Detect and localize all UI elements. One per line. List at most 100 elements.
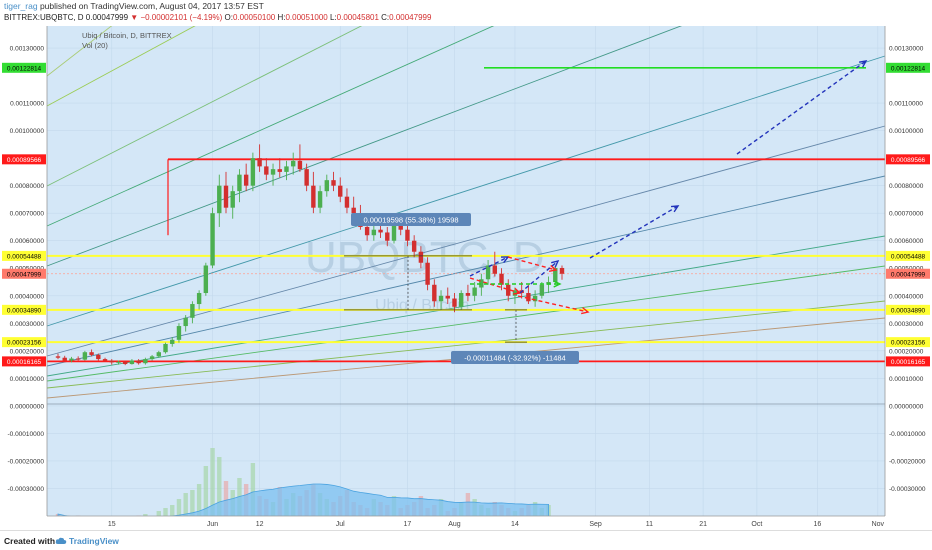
candle-body bbox=[311, 185, 316, 208]
tradingview-cloud-icon bbox=[55, 537, 67, 544]
price-level-badge[interactable] bbox=[2, 337, 46, 348]
candle-body bbox=[210, 213, 215, 266]
time-axis[interactable]: 15 Jun 12 Jul 17 Aug 14 Sep 11 21 Oct 16 Nov bbox=[0, 515, 932, 530]
price-level-badge-label: 0.00047999 bbox=[891, 271, 926, 278]
candle-body bbox=[75, 358, 81, 360]
bull-arrow-head[interactable] bbox=[551, 259, 560, 268]
bull-arrow[interactable] bbox=[469, 256, 509, 277]
price-level-badge[interactable] bbox=[2, 356, 46, 367]
x-tick-label: Jul bbox=[336, 521, 345, 528]
candle-body bbox=[170, 339, 175, 344]
measurement-boxes[interactable]: 0.00019598 (55.38%) 19598 -0.00011484 (-3… bbox=[344, 213, 579, 364]
price-chart[interactable]: UBQBTC, D Ubiq / Bitcoin 0.00019598 (55.… bbox=[0, 26, 932, 530]
candle-body bbox=[438, 295, 444, 302]
candle-body bbox=[230, 191, 235, 208]
bear-arrow[interactable] bbox=[507, 256, 557, 271]
candle-body bbox=[250, 158, 256, 186]
price-level-badge[interactable] bbox=[2, 268, 46, 279]
candle-body bbox=[553, 267, 558, 283]
forecast-drawings[interactable] bbox=[469, 60, 868, 315]
candle-body bbox=[418, 251, 424, 263]
bear-arrow-head[interactable] bbox=[548, 264, 558, 272]
candle-body bbox=[532, 295, 538, 302]
y-tick-label: 0.00010000 bbox=[10, 376, 45, 383]
price-level-badge-label: 0.00047999 bbox=[7, 271, 42, 278]
candle-body bbox=[559, 267, 565, 274]
bull-arrow[interactable] bbox=[736, 60, 867, 155]
candle-body bbox=[405, 229, 410, 241]
price-level-badge[interactable] bbox=[886, 356, 930, 367]
price-level-badge[interactable] bbox=[886, 62, 930, 73]
price-level-badge-label: 0.00054488 bbox=[891, 253, 926, 260]
high-label: H: bbox=[277, 13, 286, 22]
candle-body bbox=[129, 360, 135, 365]
bull-arrow-head[interactable] bbox=[858, 60, 868, 68]
candle-body bbox=[223, 185, 229, 208]
bull-arrow-head[interactable] bbox=[670, 205, 680, 213]
neutral-arrow-head[interactable] bbox=[553, 280, 562, 288]
author-link[interactable]: tiger_rag bbox=[4, 1, 38, 11]
y-tick-label: 0.00010000 bbox=[889, 376, 924, 383]
candle-body bbox=[284, 166, 289, 172]
volume-bar bbox=[203, 466, 209, 526]
candle-body bbox=[485, 265, 491, 280]
price-level-badge[interactable] bbox=[886, 154, 930, 165]
price-level-badge[interactable] bbox=[886, 304, 930, 315]
x-tick-label: 12 bbox=[256, 521, 264, 528]
price-level-badge[interactable] bbox=[2, 304, 46, 315]
candle-body bbox=[479, 279, 484, 288]
measure-up-box[interactable] bbox=[351, 213, 471, 226]
left-price-axis[interactable]: 0.00130000 0.00110000 0.00100000 0.00080000… bbox=[0, 26, 48, 516]
candle-body bbox=[499, 273, 504, 285]
legend-volume: Vol (20) bbox=[82, 41, 108, 50]
candle-body bbox=[391, 224, 397, 241]
fan-line bbox=[46, 300, 886, 389]
candle-body bbox=[472, 287, 477, 296]
bear-arrow[interactable] bbox=[517, 295, 589, 313]
candle-body bbox=[445, 295, 450, 299]
candle-body bbox=[109, 360, 114, 363]
candle-body bbox=[364, 226, 370, 236]
open-value: 0.00050100 bbox=[232, 13, 276, 22]
created-with-text: Created with bbox=[4, 536, 56, 546]
price-level-badge[interactable] bbox=[2, 250, 46, 261]
candle-body bbox=[89, 352, 94, 355]
candle-body bbox=[304, 169, 309, 186]
candle-body bbox=[156, 352, 161, 357]
volume-bar bbox=[183, 493, 188, 526]
y-tick-label: 0.00000000 bbox=[889, 403, 924, 410]
candle-body bbox=[411, 240, 417, 252]
measure-down-box[interactable] bbox=[451, 351, 579, 364]
bear-arrow[interactable] bbox=[469, 277, 521, 294]
price-level-badge[interactable] bbox=[886, 337, 930, 348]
y-tick-label: -0.00030000 bbox=[889, 486, 926, 493]
published-text: published on TradingView.com, August 04,… bbox=[39, 1, 264, 11]
price-level-badge-label: 0.00089566 bbox=[7, 157, 42, 164]
down-triangle-icon: ▼ bbox=[130, 13, 139, 22]
chart-pane[interactable]: UBQBTC, D Ubiq / Bitcoin 0.00019598 (55.… bbox=[0, 26, 932, 530]
candle-body bbox=[425, 262, 430, 285]
candle-body bbox=[190, 304, 195, 318]
price-level-badge[interactable] bbox=[886, 268, 930, 279]
right-price-axis[interactable]: 0.00130000 0.00110000 0.00100000 0.00080000… bbox=[884, 26, 932, 516]
close-value: 0.00047999 bbox=[389, 13, 432, 22]
candle-body bbox=[526, 293, 531, 302]
price-level-badge[interactable] bbox=[2, 154, 46, 165]
candle-body bbox=[123, 361, 128, 365]
y-tick-label: 0.00100000 bbox=[10, 128, 45, 135]
price-level-badge[interactable] bbox=[2, 62, 46, 73]
bull-arrow[interactable] bbox=[519, 260, 559, 294]
tradingview-brand[interactable]: TradingView bbox=[69, 536, 119, 546]
legend-title: Ubiq / Bitcoin, D, BITTREX bbox=[82, 31, 172, 40]
bull-arrow[interactable] bbox=[589, 205, 679, 259]
y-tick-label: 0.00080000 bbox=[889, 183, 924, 190]
candle-body bbox=[344, 196, 350, 208]
price-level-badge-label: 0.00023156 bbox=[7, 340, 42, 347]
bear-arrow-head[interactable] bbox=[581, 307, 590, 315]
footer-bar: Created with TradingView bbox=[0, 530, 932, 550]
y-tick-label: 0.00130000 bbox=[10, 46, 45, 53]
candle-body bbox=[116, 361, 121, 363]
fan-line bbox=[46, 125, 886, 357]
candle-body bbox=[270, 169, 276, 175]
price-level-badge[interactable] bbox=[886, 250, 930, 261]
